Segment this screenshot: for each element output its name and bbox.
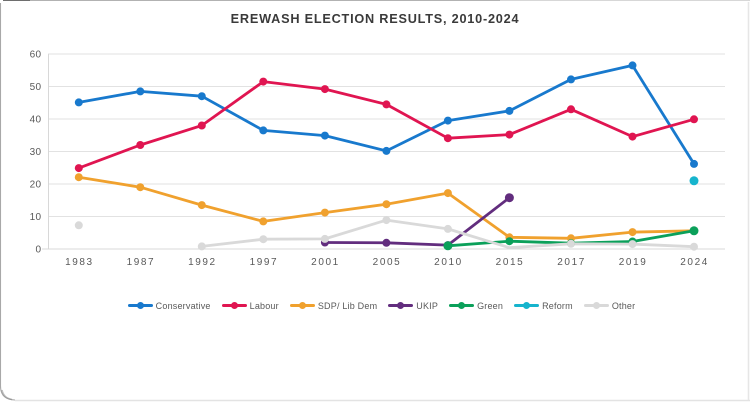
svg-text:2010: 2010 — [434, 257, 463, 268]
svg-text:1983: 1983 — [65, 257, 94, 268]
svg-text:2001: 2001 — [311, 257, 340, 268]
svg-text:1997: 1997 — [250, 257, 279, 268]
svg-text:1992: 1992 — [188, 257, 217, 268]
svg-text:60: 60 — [30, 50, 42, 61]
svg-text:40: 40 — [30, 115, 42, 126]
svg-text:2017: 2017 — [557, 257, 586, 268]
svg-text:1987: 1987 — [127, 257, 156, 268]
svg-text:0: 0 — [36, 245, 42, 256]
svg-text:2015: 2015 — [496, 257, 525, 268]
svg-text:10: 10 — [30, 212, 42, 223]
svg-text:2024: 2024 — [680, 257, 709, 268]
svg-text:2019: 2019 — [619, 257, 648, 268]
svg-text:2005: 2005 — [373, 257, 402, 268]
svg-text:30: 30 — [30, 147, 42, 158]
svg-text:50: 50 — [30, 82, 42, 93]
svg-text:20: 20 — [30, 180, 42, 191]
